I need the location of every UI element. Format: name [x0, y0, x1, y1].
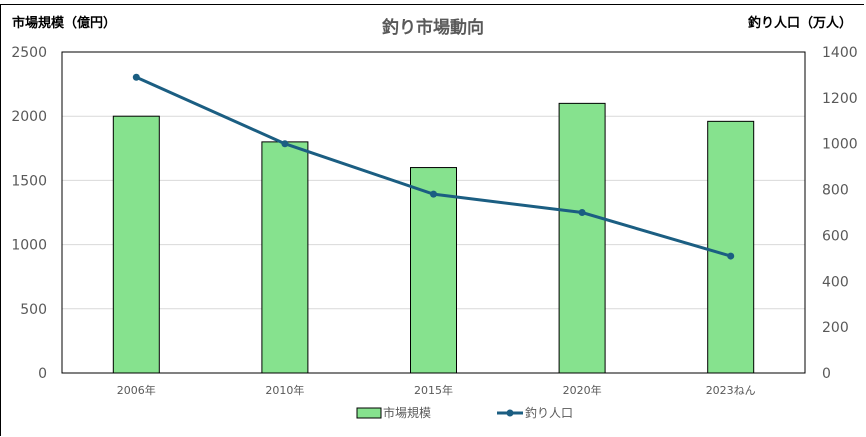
bar — [707, 120, 755, 374]
y-left-tick-label: 1500 — [11, 173, 47, 189]
y-left-tick-label: 2500 — [11, 45, 47, 61]
y-right-axis-label: 釣り人口（万人） — [748, 15, 852, 31]
legend-bar-label: 市場規模 — [383, 405, 431, 420]
y-right-tick-label: 0 — [822, 366, 831, 382]
y-left-tick-label: 0 — [38, 366, 47, 382]
legend-line-label: 釣り人口 — [525, 405, 573, 420]
x-tick-label: 2010年 — [265, 383, 304, 397]
line-point — [578, 209, 586, 216]
y-right-tick-label: 1000 — [822, 137, 858, 153]
x-tick-label: 2023ねん — [706, 384, 756, 397]
y-right-tick-label: 800 — [822, 183, 849, 199]
y-left-tick-label: 1000 — [11, 238, 47, 254]
bar — [112, 115, 160, 374]
x-tick-label: 2006年 — [117, 383, 156, 397]
y-right-tick-label: 400 — [822, 274, 849, 290]
y-left-axis-label: 市場規模（億円） — [12, 15, 116, 31]
legend-line-marker — [506, 409, 514, 417]
line-point — [727, 252, 735, 260]
line-point — [132, 73, 140, 81]
legend-bar-swatch — [356, 407, 382, 419]
y-left-tick-label: 2000 — [11, 109, 47, 125]
x-tick-label: 2015年 — [414, 383, 453, 397]
y-right-tick-label: 200 — [822, 320, 849, 336]
bar — [410, 167, 457, 374]
y-right-tick-label: 1200 — [822, 91, 858, 107]
x-tick-label: 2020年 — [563, 383, 602, 397]
bar — [261, 141, 309, 374]
legend: 市場規模 釣り人口 — [356, 405, 573, 420]
chart-frame — [0, 4, 864, 436]
y-right-tick-label: 1400 — [822, 45, 858, 61]
y-left-tick-label: 500 — [20, 302, 47, 318]
y-right-tick-label: 600 — [822, 228, 849, 244]
line-point — [281, 140, 289, 148]
chart-title: 釣り市場動向 — [382, 17, 484, 38]
line-point — [430, 190, 437, 198]
bar — [558, 102, 606, 374]
